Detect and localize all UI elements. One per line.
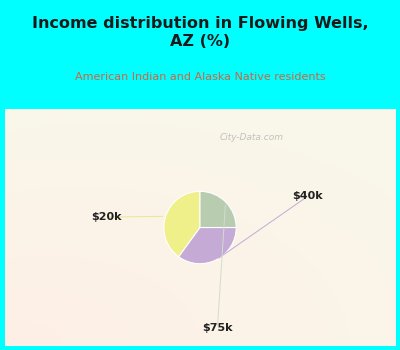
Text: City-Data.com: City-Data.com <box>220 133 284 142</box>
Wedge shape <box>164 191 200 257</box>
Wedge shape <box>179 228 236 264</box>
Text: $75k: $75k <box>202 323 233 334</box>
Text: Income distribution in Flowing Wells,
AZ (%): Income distribution in Flowing Wells, AZ… <box>32 16 368 49</box>
Text: $20k: $20k <box>91 212 121 222</box>
Text: American Indian and Alaska Native residents: American Indian and Alaska Native reside… <box>75 72 325 82</box>
Wedge shape <box>200 191 236 228</box>
Text: $40k: $40k <box>292 191 323 201</box>
